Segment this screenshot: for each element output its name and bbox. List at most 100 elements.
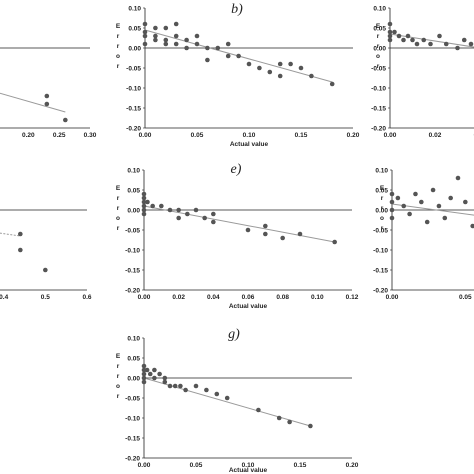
data-point xyxy=(211,219,216,225)
panel-g: 0.100.050.00-0.05-0.10-0.15-0.200.00 0.05… xyxy=(116,327,359,474)
x-tick-label: 0.08 xyxy=(276,294,289,301)
data-point xyxy=(225,41,231,47)
y-tick-label: -0.20 xyxy=(373,287,388,294)
data-point xyxy=(463,199,468,205)
data-point xyxy=(214,391,220,397)
x-tick-label: 0.15 xyxy=(294,462,307,469)
data-point xyxy=(185,211,190,217)
data-point xyxy=(267,69,273,75)
data-point xyxy=(159,203,164,209)
y-tick-label: 0.10 xyxy=(128,5,141,12)
data-point xyxy=(387,29,393,35)
trendline xyxy=(0,92,66,113)
y-tick-label: 0.00 xyxy=(127,375,140,382)
y-axis-label-letter: r xyxy=(377,33,380,40)
panel-a: 0.20 0.25 0.30 xyxy=(0,47,97,139)
data-point xyxy=(162,379,168,385)
y-axis-label-letter: r xyxy=(117,363,120,370)
data-point xyxy=(277,61,283,67)
data-point xyxy=(437,33,442,39)
y-axis-label-letter: r xyxy=(377,63,380,70)
data-point xyxy=(141,211,147,217)
data-point xyxy=(428,41,433,47)
data-point xyxy=(225,53,231,59)
y-tick-label: -0.15 xyxy=(125,435,140,442)
data-point xyxy=(205,57,210,63)
y-tick-label: 0.10 xyxy=(127,335,140,342)
x-tick-label: 0.05 xyxy=(190,462,203,469)
data-point xyxy=(176,207,181,213)
y-axis-label-letter: r xyxy=(381,195,384,202)
data-point xyxy=(389,215,395,221)
y-tick-label: -0.05 xyxy=(125,227,140,234)
data-point xyxy=(401,203,407,209)
data-point xyxy=(287,419,292,425)
data-point xyxy=(414,41,420,47)
y-tick-label: -0.15 xyxy=(126,105,141,112)
data-point xyxy=(280,235,285,241)
y-axis-label-letter: r xyxy=(117,195,120,202)
x-tick-label: 0.10 xyxy=(311,294,324,301)
data-point xyxy=(448,195,453,201)
trendline xyxy=(143,205,335,243)
y-tick-label: 0.05 xyxy=(128,25,141,32)
data-point xyxy=(263,231,268,237)
data-point xyxy=(455,175,461,181)
data-point xyxy=(470,223,474,229)
data-point xyxy=(150,203,155,209)
y-tick-label: 0.05 xyxy=(375,187,388,194)
panel-e: 0.100.050.00-0.05-0.10-0.15-0.200.00 0.02… xyxy=(116,162,359,310)
panel-c: 0.100.050.00-0.05-0.10-0.15-0.200.00 0.02… xyxy=(371,5,474,139)
data-point xyxy=(142,29,148,35)
y-tick-label: -0.10 xyxy=(373,247,388,254)
x-tick-label: 0.5 xyxy=(41,294,50,301)
x-tick-label: 0.05 xyxy=(459,294,472,301)
data-point xyxy=(173,21,179,27)
data-point xyxy=(153,33,158,39)
data-point xyxy=(410,37,415,43)
data-point xyxy=(430,187,436,193)
data-point xyxy=(297,231,303,237)
data-point xyxy=(194,33,200,39)
panel-label: g) xyxy=(228,327,240,342)
y-tick-label: -0.20 xyxy=(126,125,141,132)
data-point xyxy=(152,367,157,373)
data-point xyxy=(153,25,158,31)
x-tick-label: 0.02 xyxy=(429,132,442,139)
data-point xyxy=(205,45,210,51)
y-tick-label: -0.05 xyxy=(371,65,386,72)
data-point xyxy=(141,199,147,205)
trendline xyxy=(391,203,474,216)
data-point xyxy=(413,191,418,197)
data-point xyxy=(141,203,147,209)
data-point xyxy=(443,41,449,47)
data-point xyxy=(163,41,169,47)
y-axis-label-letter: r xyxy=(117,33,120,40)
x-tick-label: 0.4 xyxy=(0,294,9,301)
y-axis-label-letter: r xyxy=(117,205,120,212)
x-tick-label: 0.04 xyxy=(207,294,220,301)
y-axis-label-letter: r xyxy=(381,225,384,232)
y-tick-label: -0.05 xyxy=(126,65,141,72)
y-tick-label: 0.10 xyxy=(127,167,140,174)
data-point xyxy=(389,199,395,205)
y-axis-label-letter: o xyxy=(116,383,120,390)
y-tick-label: -0.05 xyxy=(373,227,388,234)
data-point xyxy=(178,383,183,389)
x-tick-label: 0.12 xyxy=(346,294,359,301)
data-point xyxy=(298,65,304,71)
y-axis-label-letter: o xyxy=(376,53,380,60)
y-tick-label: 0.05 xyxy=(373,25,386,32)
data-point xyxy=(141,371,147,377)
data-point xyxy=(389,191,395,197)
data-point xyxy=(421,37,427,43)
data-point xyxy=(184,45,189,51)
data-point xyxy=(246,61,252,67)
y-tick-label: 0.00 xyxy=(373,45,386,52)
data-point xyxy=(172,383,178,389)
data-point xyxy=(215,45,221,51)
y-tick-label: -0.20 xyxy=(371,125,386,132)
data-point xyxy=(162,375,168,381)
data-point xyxy=(211,211,216,217)
data-point xyxy=(419,199,424,205)
